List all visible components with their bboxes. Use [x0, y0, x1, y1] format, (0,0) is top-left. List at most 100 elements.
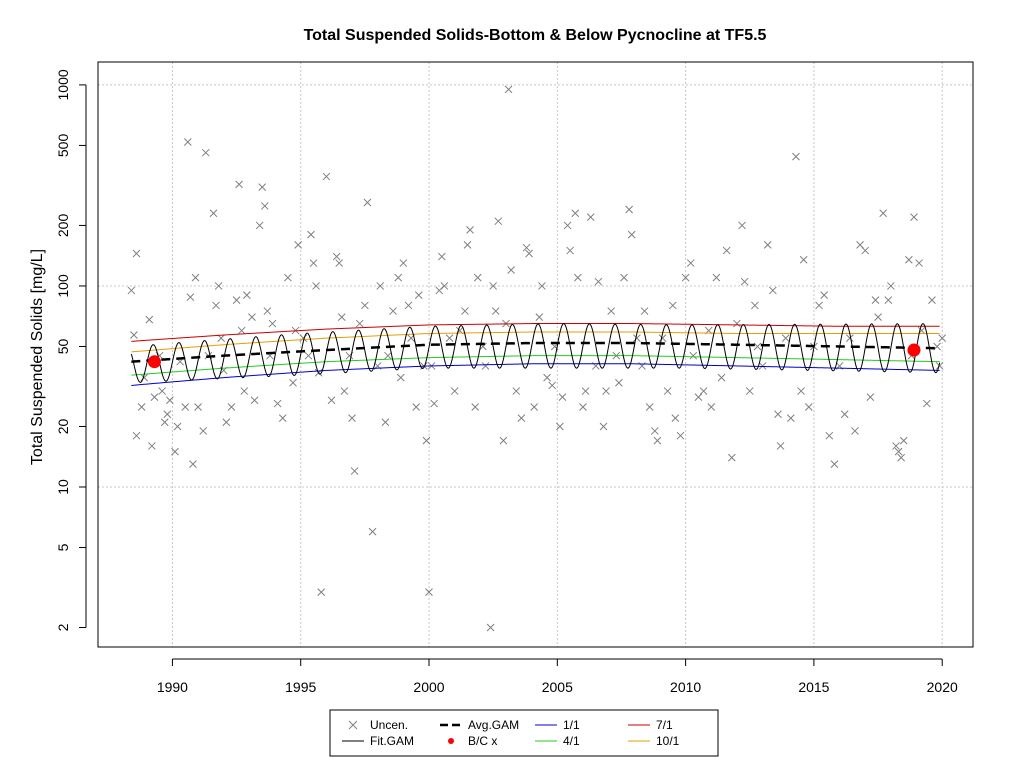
data-point-193: [884, 296, 893, 304]
data-point-15: [173, 422, 182, 431]
data-point-6: [145, 315, 154, 324]
data-point-92: [445, 334, 454, 343]
data-point-37: [242, 291, 251, 300]
data-point-145: [658, 334, 667, 343]
data-point-60: [327, 396, 336, 405]
data-point-158: [717, 373, 726, 382]
data-point-190: [871, 296, 880, 304]
data-point-42: [260, 202, 269, 210]
data-point-59: [322, 172, 331, 181]
legend-label-fit: Fit.GAM: [370, 734, 414, 748]
data-point-58: [317, 588, 326, 596]
plot-area: [127, 85, 947, 632]
data-point-103: [489, 282, 498, 290]
data-point-163: [740, 277, 749, 286]
data-point-48: [284, 273, 292, 282]
data-point-139: [633, 334, 641, 343]
y-tick-label-20: 20: [55, 418, 71, 434]
data-point-76: [389, 307, 397, 315]
data-point-11: [160, 418, 169, 427]
y-tick-label-10: 10: [55, 479, 71, 495]
legend-label-s1_1: 1/1: [563, 718, 580, 732]
data-point-197: [897, 453, 906, 462]
data-point-20: [189, 460, 197, 468]
data-point-85: [422, 436, 431, 445]
data-point-131: [599, 422, 608, 431]
data-point-204: [922, 399, 931, 408]
data-point-78: [396, 373, 405, 382]
data-point-79: [399, 259, 408, 267]
data-point-141: [640, 307, 649, 315]
series-4-1-line: [131, 355, 940, 376]
data-point-71: [368, 527, 377, 536]
data-point-167: [758, 362, 767, 370]
data-point-135: [615, 378, 623, 387]
data-point-185: [845, 334, 854, 343]
data-point-1: [130, 331, 138, 339]
legend-box: [329, 709, 719, 757]
data-point-127: [581, 387, 590, 395]
data-point-123: [566, 246, 574, 255]
data-point-102: [486, 623, 495, 632]
data-point-93: [450, 387, 459, 395]
data-point-208: [938, 334, 947, 343]
legend-label-s7_1: 7/1: [656, 718, 673, 732]
data-point-180: [820, 291, 829, 300]
data-point-175: [797, 387, 805, 395]
data-point-166: [753, 342, 762, 351]
legend: Uncen. Avg.GAM 1/1 7/1 Fit.GAM B/C x 4/1 10/1: [329, 709, 719, 757]
data-point-174: [792, 152, 800, 161]
data-point-179: [815, 301, 823, 310]
data-point-82: [412, 403, 421, 411]
legend-label-bc: B/C x: [468, 734, 497, 748]
data-point-23: [199, 427, 208, 435]
data-point-194: [887, 282, 895, 290]
data-point-108: [504, 85, 513, 94]
data-point-184: [840, 410, 849, 419]
data-point-97: [466, 226, 474, 234]
data-point-164: [745, 387, 754, 395]
data-point-91: [440, 282, 449, 290]
data-point-101: [481, 362, 490, 370]
data-point-62: [335, 259, 344, 267]
data-point-55: [309, 259, 318, 267]
data-point-176: [799, 255, 808, 264]
data-point-195: [892, 442, 900, 450]
data-point-14: [171, 447, 179, 456]
data-point-68: [355, 319, 364, 328]
data-point-151: [686, 259, 695, 267]
data-point-98: [471, 403, 480, 411]
data-point-66: [348, 414, 356, 423]
data-point-147: [668, 301, 677, 310]
data-point-33: [232, 296, 241, 304]
data-point-130: [594, 277, 603, 286]
data-point-63: [337, 313, 346, 321]
data-point-205: [928, 296, 936, 304]
bc-point-1: [907, 343, 921, 357]
data-point-125: [573, 273, 582, 282]
data-point-105: [494, 217, 503, 226]
data-point-199: [904, 255, 913, 264]
data-point-182: [830, 460, 839, 468]
data-point-148: [671, 414, 680, 423]
data-point-136: [620, 273, 628, 282]
x-tick-label-2000: 2000: [413, 679, 444, 695]
data-point-2: [132, 431, 141, 440]
data-point-161: [733, 319, 741, 328]
data-point-171: [776, 442, 785, 450]
x-tick-label-2010: 2010: [670, 679, 701, 695]
data-point-128: [586, 213, 595, 221]
data-point-154: [699, 387, 708, 395]
legend-symbol-bc: [448, 738, 454, 744]
data-point-149: [676, 431, 685, 440]
y-tick-label-1000: 1000: [55, 69, 71, 100]
data-point-69: [361, 301, 369, 310]
data-point-45: [268, 319, 277, 328]
data-point-120: [556, 422, 564, 431]
data-point-34: [235, 180, 243, 189]
data-point-110: [512, 387, 521, 395]
data-point-13: [165, 396, 174, 405]
data-point-64: [340, 387, 349, 395]
data-point-106: [499, 436, 508, 445]
data-point-27: [212, 301, 220, 310]
